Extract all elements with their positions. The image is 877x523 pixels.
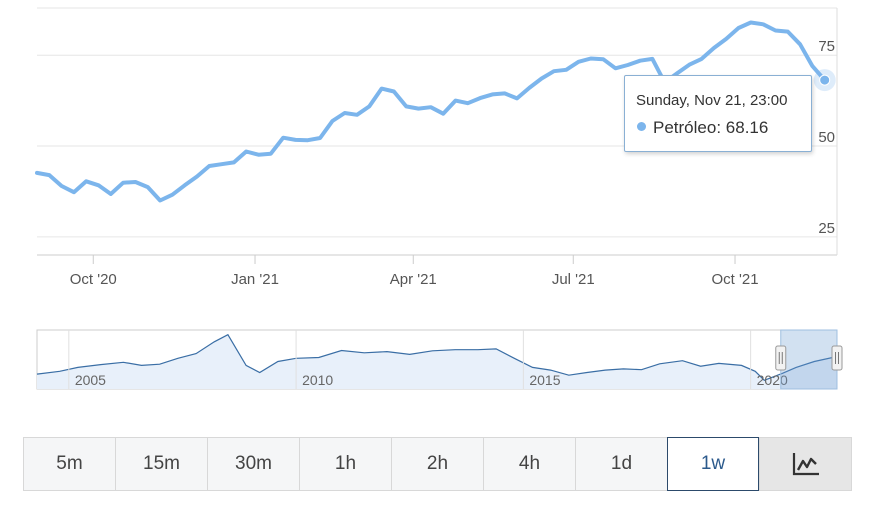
x-tick-label: Jan '21 — [231, 271, 279, 288]
timeframe-1w-button[interactable]: 1w — [667, 437, 759, 491]
chart-tooltip: Sunday, Nov 21, 23:00 Petróleo: 68.16 — [624, 75, 812, 152]
line-chart-icon — [792, 453, 819, 476]
chart-gridlines — [37, 7, 838, 256]
timeframe-2h-button[interactable]: 2h — [391, 437, 483, 491]
handle-body — [831, 345, 843, 371]
y-tick-label: 25 — [818, 220, 835, 237]
navigator-selection[interactable] — [775, 329, 843, 390]
timeframe-5m-button[interactable]: 5m — [23, 437, 115, 491]
x-tick-label: Apr '21 — [390, 271, 437, 288]
series-line[interactable] — [35, 20, 827, 203]
x-tick-label: Oct '21 — [711, 271, 758, 288]
chart-type-button[interactable] — [759, 437, 852, 491]
y-axis: 25 50 75 — [818, 38, 835, 237]
hover-marker — [813, 69, 836, 92]
navigator-tick-label: 2020 — [757, 372, 788, 388]
navigator-area — [37, 334, 837, 389]
selected-range[interactable] — [780, 329, 838, 390]
timeframe-1d-button[interactable]: 1d — [575, 437, 667, 491]
series-petroleo[interactable] — [35, 20, 827, 203]
timeframe-4h-button[interactable]: 4h — [483, 437, 575, 491]
x-tick-label: Oct '20 — [70, 271, 117, 288]
tooltip-series-label: Petróleo: — [653, 118, 722, 137]
tooltip-value-row: Petróleo: 68.16 — [637, 118, 768, 138]
navigator-tick-label: 2015 — [529, 372, 560, 388]
x-tick-label: Jul '21 — [552, 271, 595, 288]
tooltip-date: Sunday, Nov 21, 23:00 — [636, 92, 788, 109]
navigator-handle-left[interactable] — [775, 345, 787, 371]
timeframe-15m-button[interactable]: 15m — [115, 437, 207, 491]
navigator-line — [36, 333, 838, 381]
navigator-tick-label: 2005 — [75, 372, 106, 388]
timeframe-toolbar: 5m 15m 30m 1h 2h 4h 1d 1w — [23, 437, 852, 491]
x-axis: Oct '20 Jan '21 Apr '21 Jul '21 Oct '21 — [70, 255, 759, 288]
series-dot-icon — [637, 122, 646, 131]
navigator-tick-label: 2010 — [302, 372, 333, 388]
y-tick-label: 50 — [818, 129, 835, 146]
range-navigator[interactable]: 2005 2010 2015 2020 — [0, 325, 877, 397]
y-tick-label: 75 — [818, 38, 835, 55]
navigator-x-axis: 2005 2010 2015 2020 — [68, 330, 788, 389]
timeframe-1h-button[interactable]: 1h — [299, 437, 391, 491]
navigator-series — [36, 333, 838, 389]
handle-body — [775, 345, 787, 371]
hover-point — [819, 74, 831, 86]
navigator-handle-right[interactable] — [831, 345, 843, 371]
tooltip-value: 68.16 — [725, 118, 769, 137]
timeframe-30m-button[interactable]: 30m — [207, 437, 299, 491]
